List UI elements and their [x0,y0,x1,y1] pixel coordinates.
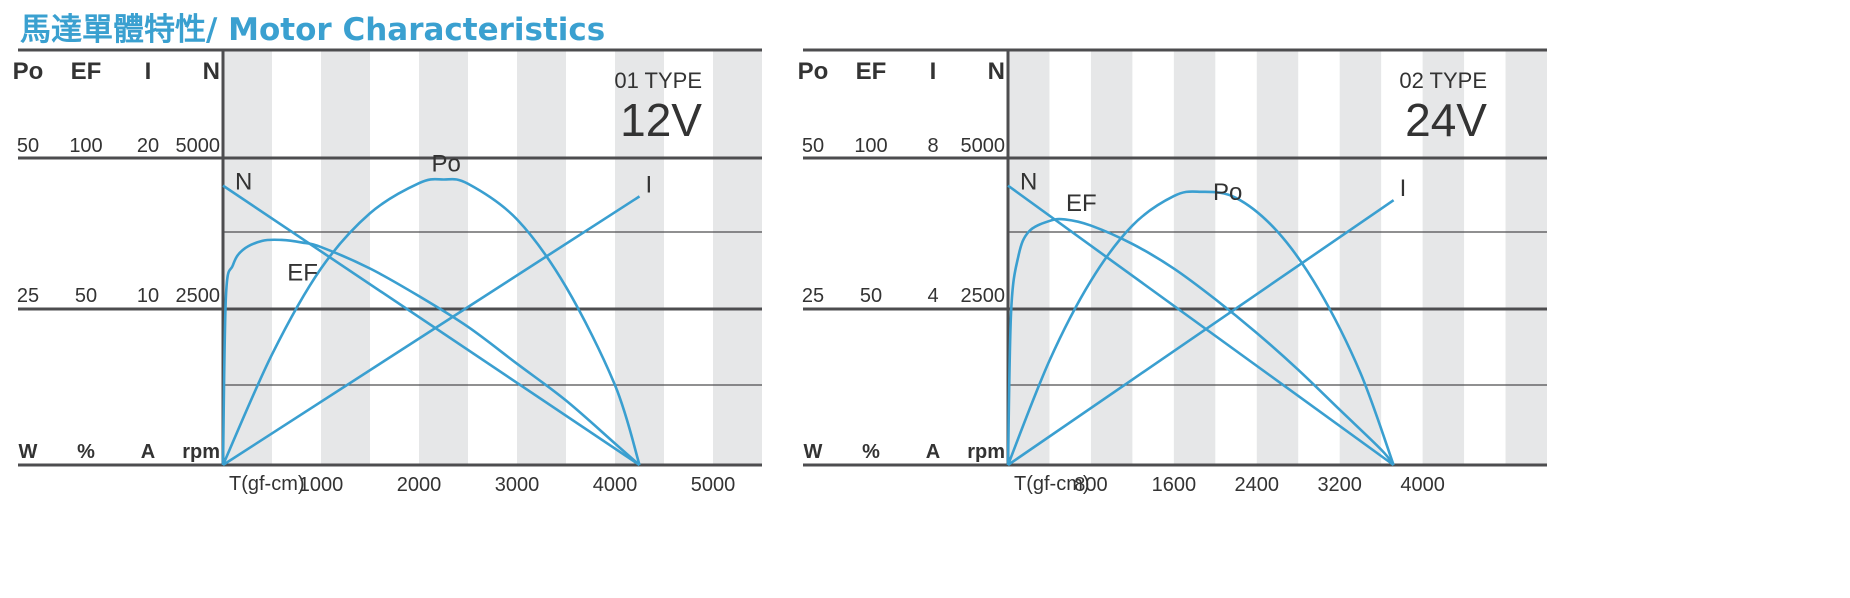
series-line-i [222,195,641,467]
grid-band [1173,50,1216,465]
y-tick-label: 5000 [176,135,221,157]
y-tick-label: 2500 [176,285,221,307]
grid-band [517,50,566,465]
y-tick-label: 50 [17,135,39,157]
unit-label: A [926,441,940,463]
column-header: I [145,58,152,85]
type-label: 01 TYPE [614,68,702,93]
x-tick-label: 3000 [495,474,540,496]
x-tick-label: 3200 [1317,474,1362,496]
x-tick-label: 4000 [1400,474,1445,496]
grid-band [1505,50,1547,465]
y-tick-label: 8 [927,135,938,157]
grid-band [615,50,664,465]
y-tick-label: 20 [137,135,159,157]
series-line-po [1006,190,1395,466]
unit-label: W [19,441,38,463]
column-header: N [203,58,220,85]
unit-label: W [804,441,823,463]
unit-label: rpm [967,441,1005,463]
voltage-label: 12V [620,94,702,146]
series-label-n: N [235,169,252,196]
type-label: 02 TYPE [1399,68,1487,93]
series-line-i [1007,199,1395,467]
series-label-n: N [1020,169,1037,196]
series-line-n [222,184,641,467]
x-tick-label: 4000 [593,474,638,496]
column-header: Po [13,58,44,85]
series-label-po: Po [1213,179,1242,206]
series-label-po: Po [432,150,461,177]
y-tick-label: 50 [75,285,97,307]
y-tick-label: 50 [860,285,882,307]
column-header: I [930,58,937,85]
x-axis-label: T(gf-cm) [229,473,305,495]
y-tick-label: 10 [137,285,159,307]
grid-bands [1008,50,1547,465]
y-tick-label: 50 [802,135,824,157]
x-tick-label: 5000 [691,474,736,496]
column-header: Po [798,58,829,85]
y-tick-label: 2500 [961,285,1006,307]
column-header: N [988,58,1005,85]
x-tick-label: 800 [1074,474,1107,496]
page-title: 馬達單體特性/ Motor Characteristics [20,12,606,48]
grid-band [1256,50,1299,465]
unit-label: % [77,441,95,463]
series-line-n [1007,184,1395,467]
y-tick-label: 25 [802,285,824,307]
grid-band [419,50,468,465]
unit-label: rpm [182,441,220,463]
x-tick-label: 2400 [1235,474,1280,496]
series-label-ef: EF [1066,190,1097,217]
grid-band [223,50,272,465]
series-line-ef [1006,217,1395,466]
column-header: EF [856,58,887,85]
x-tick-label: 1600 [1152,474,1197,496]
y-tick-label: 25 [17,285,39,307]
x-axis-label: T(gf-cm) [1014,473,1090,495]
x-tick-label: 2000 [397,474,442,496]
series-line-ef [221,238,641,466]
x-tick-label: 1000 [299,474,344,496]
grid-band [1008,50,1050,465]
grid-bands [223,50,762,465]
grid-band [1422,50,1465,465]
series-label-i: I [646,171,653,198]
column-header: EF [71,58,102,85]
series-label-i: I [1400,175,1407,202]
y-tick-label: 5000 [961,135,1006,157]
grid-band [1339,50,1382,465]
series-line-po [221,177,641,466]
unit-label: % [862,441,880,463]
y-tick-label: 100 [854,135,887,157]
y-tick-label: 100 [69,135,102,157]
unit-label: A [141,441,155,463]
voltage-label: 24V [1405,94,1487,146]
grid-band [1090,50,1133,465]
y-tick-label: 4 [927,285,938,307]
grid-band [713,50,762,465]
series-label-ef: EF [287,259,318,286]
